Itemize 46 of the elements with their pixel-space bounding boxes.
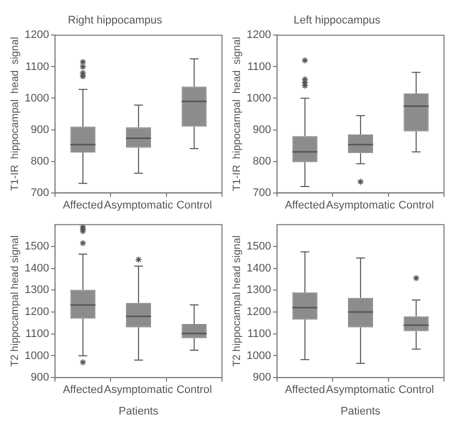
y-tick-label: 800 [30, 155, 50, 168]
x-axis-title: Patients [340, 405, 381, 418]
y-axis-title: T2 hippocampal head signal [9, 235, 22, 367]
y-tick-label: 1400 [246, 262, 272, 274]
x-tick-label: Asymptomatic [104, 199, 174, 212]
x-tick-label: Affected [62, 384, 103, 396]
chart-title: Left hippocampus [294, 14, 381, 27]
y-axis-title: T1-IR hippocampal head signal [231, 36, 244, 192]
y-tick-label: 1100 [247, 328, 272, 340]
y-tick-label: 700 [252, 186, 272, 199]
y-tick-label: 1200 [24, 306, 50, 318]
x-tick-label: Control [176, 384, 212, 396]
y-tick-label: 1100 [25, 328, 50, 340]
y-tick-label: 700 [30, 186, 50, 199]
y-axis-title: T1-IR hippocampal head signal [9, 36, 22, 192]
y-tick-label: 900 [30, 372, 50, 384]
y-tick-label: 1100 [25, 60, 50, 73]
y-tick-label: 1000 [24, 92, 50, 104]
x-tick-label: Affected [62, 199, 103, 212]
x-tick-label: Control [176, 199, 212, 212]
y-tick-label: 900 [30, 124, 50, 136]
chart-title: Right hippocampus [68, 14, 163, 27]
y-tick-label: 1000 [246, 350, 272, 362]
y-tick-label: 1000 [24, 350, 50, 362]
y-tick-label: 1500 [246, 240, 272, 252]
x-tick-label: Affected [284, 199, 325, 212]
x-tick-label: Affected [284, 384, 325, 396]
y-tick-label: 1300 [246, 284, 272, 296]
y-tick-label: 1200 [246, 29, 272, 42]
y-tick-label: 900 [252, 372, 272, 384]
x-tick-label: Asymptomatic [326, 384, 396, 396]
y-tick-label: 1200 [246, 306, 272, 318]
y-tick-label: 1100 [247, 60, 272, 73]
y-axis-title: T2 hippocampal head signal [231, 235, 244, 367]
x-axis-title: Patients [118, 405, 159, 418]
y-tick-label: 1200 [24, 29, 50, 42]
y-tick-label: 1300 [24, 284, 50, 296]
x-tick-label: Control [398, 384, 434, 396]
y-tick-label: 800 [252, 155, 272, 168]
x-tick-label: Asymptomatic [326, 199, 396, 212]
y-tick-label: 900 [252, 124, 272, 136]
y-tick-label: 1500 [24, 240, 50, 252]
x-tick-label: Control [398, 199, 434, 212]
y-tick-label: 1000 [246, 92, 272, 104]
x-tick-label: Asymptomatic [104, 384, 174, 396]
y-tick-label: 1400 [24, 262, 50, 274]
